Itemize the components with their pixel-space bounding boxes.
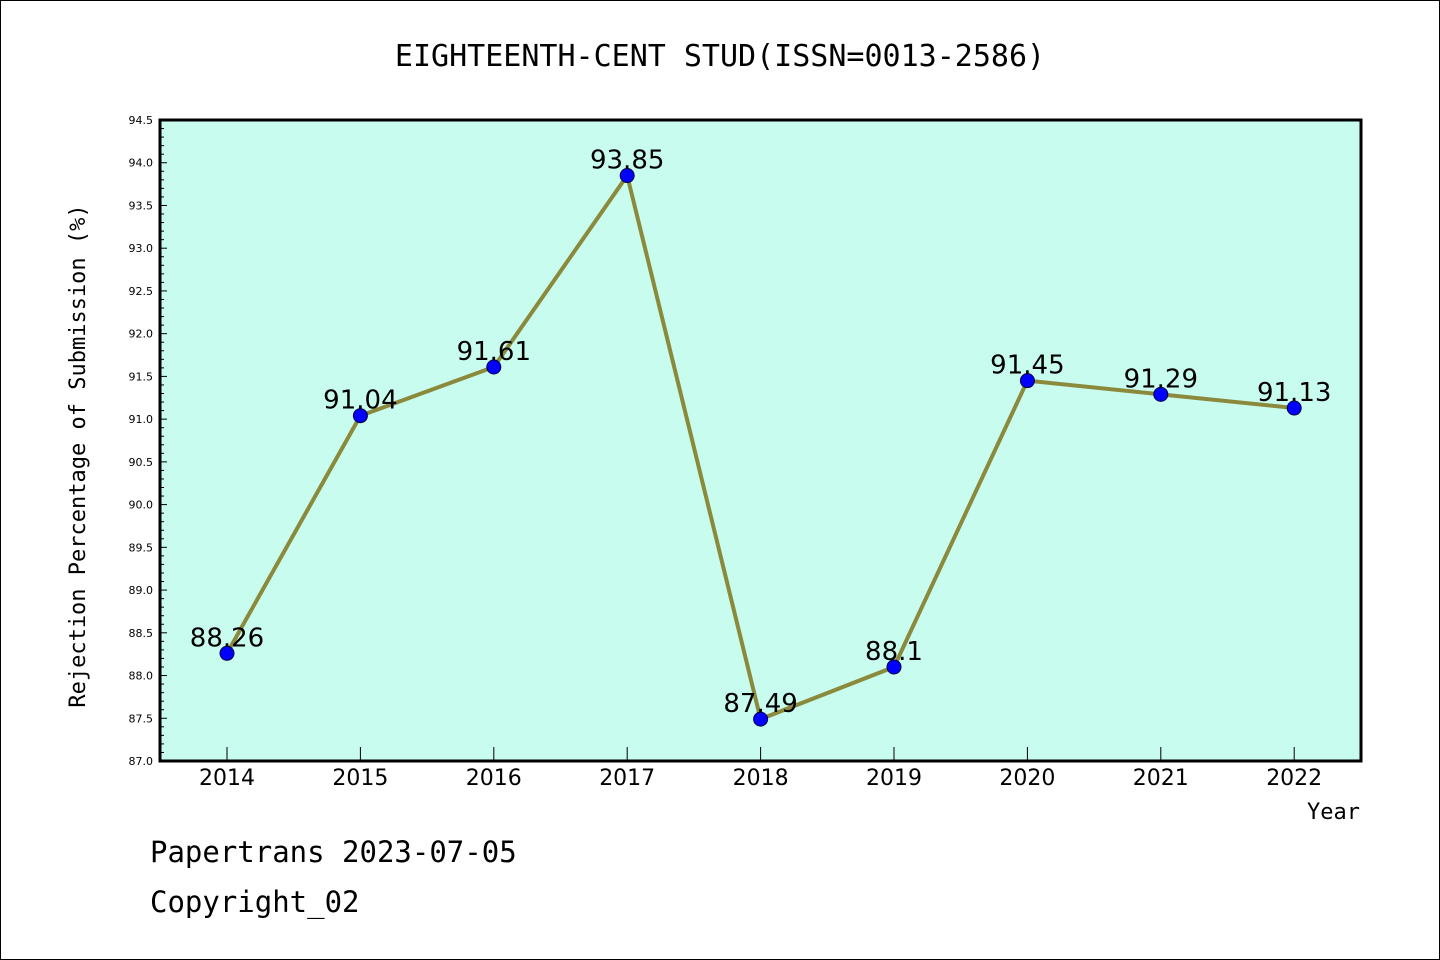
y-tick-label: 92.0: [129, 328, 154, 341]
y-tick-label: 89.0: [129, 584, 154, 597]
y-tick-label: 90.0: [129, 499, 154, 512]
y-tick-label: 87.0: [129, 755, 154, 768]
x-tick-label: 2015: [332, 766, 388, 791]
data-point: [219, 645, 235, 661]
data-point: [1286, 400, 1302, 416]
x-tick-label: 2021: [1133, 766, 1189, 791]
data-label: 88.26: [190, 623, 264, 653]
y-axis-title: Rejection Percentage of Submission (%): [66, 204, 91, 707]
y-tick-label: 93.5: [129, 199, 154, 212]
data-point: [619, 168, 635, 184]
data-point: [1019, 373, 1035, 389]
data-label: 93.85: [590, 146, 664, 176]
data-label: 91.45: [990, 351, 1064, 381]
y-tick-label: 91.0: [129, 413, 154, 426]
x-tick-label: 2020: [999, 766, 1055, 791]
x-tick-label: 2019: [866, 766, 922, 791]
y-tick-label: 88.5: [129, 627, 154, 640]
x-tick-label: 2016: [466, 766, 522, 791]
x-tick-label: 2022: [1266, 766, 1322, 791]
x-tick-label: 2017: [599, 766, 655, 791]
data-label: 87.49: [723, 689, 797, 719]
y-tick-label: 92.5: [129, 285, 154, 298]
y-tick-label: 94.0: [129, 157, 154, 170]
y-tick-label: 94.5: [129, 114, 154, 127]
data-point: [352, 408, 368, 424]
data-label: 91.04: [323, 386, 397, 416]
data-label: 91.29: [1124, 364, 1198, 394]
y-axis: 87.0 87.5 88.0 88.5 89.0 89.5 90.0 90.5 91.0 91.5…: [129, 114, 167, 768]
data-label: 91.13: [1257, 378, 1331, 408]
y-tick-label: 87.5: [129, 712, 154, 725]
plot-area: [158, 118, 1363, 763]
x-tick-label: 2018: [733, 766, 789, 791]
footer-date-text: Papertrans 2023-07-05: [150, 835, 517, 869]
data-label: 88.1: [865, 637, 923, 667]
data-label: 91.61: [457, 337, 531, 367]
y-tick-label: 93.0: [129, 242, 154, 255]
footer-copyright-text: Copyright_02: [150, 885, 360, 919]
series-group: 88.26 91.04 91.61 93.85 87.49 88.1 91.45 91.29 9…: [190, 146, 1331, 727]
x-tick-label: 2014: [199, 766, 255, 791]
data-point: [1153, 386, 1169, 402]
data-point: [486, 359, 502, 375]
chart-title: EIGHTEENTH-CENT STUD(ISSN=0013-2586): [395, 39, 1045, 74]
data-point: [886, 659, 902, 675]
y-tick-label: 88.0: [129, 670, 154, 683]
data-point: [753, 711, 769, 727]
x-axis-title: Year: [1307, 800, 1360, 825]
y-tick-label: 91.5: [129, 370, 154, 383]
y-tick-label: 89.5: [129, 541, 154, 554]
x-axis: 2014 2015 2016 2017 2018 2019 2020 2021 2022: [199, 747, 1322, 791]
y-tick-label: 90.5: [129, 456, 154, 469]
